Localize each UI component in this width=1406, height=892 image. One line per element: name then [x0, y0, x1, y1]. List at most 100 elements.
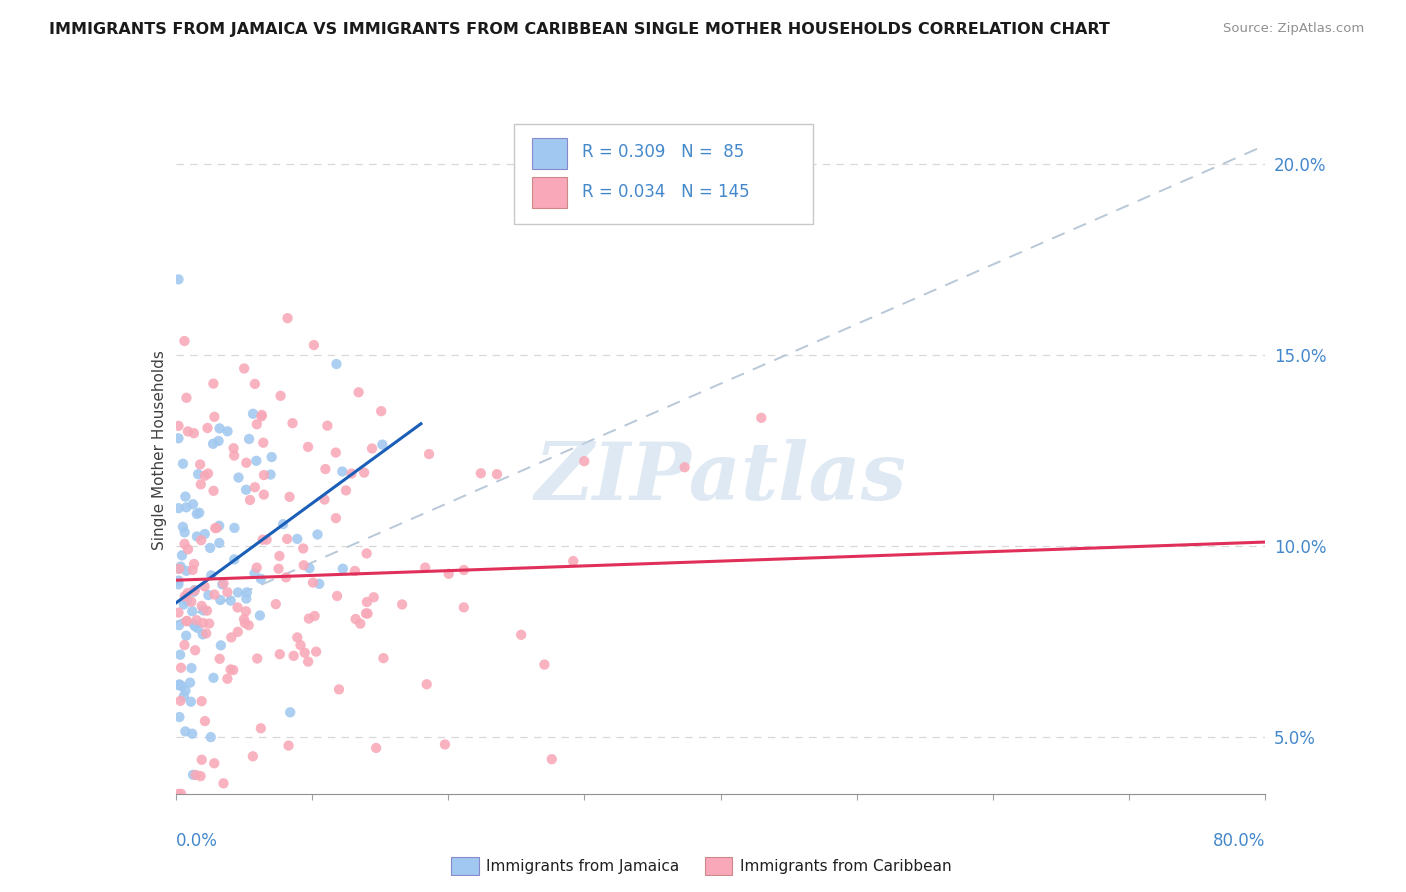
Point — [193, 603, 215, 617]
Y-axis label: Single Mother Households: Single Mother Households — [152, 351, 167, 550]
Point — [173, 537, 195, 551]
Point — [174, 629, 197, 643]
Point — [180, 695, 202, 709]
Point — [314, 462, 336, 476]
Point — [510, 628, 533, 642]
Point — [285, 631, 308, 645]
Point — [253, 468, 276, 483]
Point — [174, 683, 197, 698]
Point — [540, 752, 562, 766]
Point — [167, 678, 190, 692]
Point — [233, 361, 256, 376]
Point — [181, 604, 204, 618]
Point — [485, 467, 508, 482]
Point — [267, 562, 290, 576]
Point — [204, 587, 226, 601]
Point — [184, 583, 207, 598]
Point — [197, 421, 219, 435]
Point — [219, 662, 242, 676]
Point — [250, 409, 273, 424]
Point — [224, 552, 246, 566]
Point — [238, 432, 260, 446]
Point — [340, 467, 363, 481]
Point — [326, 589, 349, 603]
Point — [173, 598, 195, 612]
Point — [184, 619, 207, 633]
Point — [222, 442, 245, 456]
Point — [167, 501, 190, 516]
Point — [297, 440, 319, 454]
Point — [418, 447, 440, 461]
Point — [235, 456, 257, 470]
Point — [233, 612, 256, 626]
Point — [209, 639, 232, 653]
Text: Source: ZipAtlas.com: Source: ZipAtlas.com — [1223, 22, 1364, 36]
Point — [302, 575, 325, 590]
Point — [194, 714, 217, 728]
Text: 80.0%: 80.0% — [1213, 831, 1265, 850]
Point — [356, 546, 378, 560]
Point — [195, 626, 218, 640]
Point — [242, 749, 264, 764]
Point — [186, 621, 208, 635]
Point — [749, 410, 772, 425]
Point — [187, 467, 209, 482]
Point — [285, 532, 308, 546]
Point — [277, 311, 299, 326]
Point — [181, 497, 204, 511]
Point — [236, 585, 259, 599]
Point — [167, 431, 190, 445]
Point — [174, 724, 197, 739]
Point — [433, 738, 456, 752]
Point — [170, 679, 193, 693]
Point — [190, 477, 212, 491]
Point — [292, 558, 315, 573]
Point — [183, 557, 205, 571]
Point — [343, 564, 366, 578]
FancyBboxPatch shape — [531, 138, 567, 169]
Point — [246, 651, 269, 665]
Point — [305, 645, 328, 659]
Point — [172, 457, 194, 471]
Point — [243, 376, 266, 391]
Point — [278, 706, 301, 720]
Point — [202, 409, 225, 424]
Point — [217, 424, 239, 438]
Point — [170, 787, 193, 801]
Text: R = 0.034   N = 145: R = 0.034 N = 145 — [582, 183, 749, 201]
Point — [562, 554, 585, 568]
Point — [177, 542, 200, 557]
Point — [256, 533, 278, 547]
Point — [204, 521, 226, 535]
Point — [253, 488, 276, 502]
Point — [183, 617, 205, 632]
Point — [252, 533, 274, 547]
Point — [181, 727, 204, 741]
Point — [349, 616, 371, 631]
Point — [197, 588, 219, 602]
Point — [191, 615, 214, 630]
Point — [235, 604, 257, 618]
Point — [169, 694, 191, 708]
Point — [184, 643, 207, 657]
Point — [173, 525, 195, 540]
FancyBboxPatch shape — [531, 178, 567, 208]
Point — [252, 435, 274, 450]
Point — [274, 570, 297, 584]
Point — [224, 449, 246, 463]
Point — [186, 507, 208, 521]
Point — [212, 576, 235, 591]
Point — [188, 458, 211, 472]
Point — [366, 740, 388, 755]
Point — [233, 615, 256, 630]
Point — [249, 608, 271, 623]
Point — [167, 577, 190, 591]
Point — [202, 376, 225, 391]
Point — [673, 460, 696, 475]
Point — [205, 521, 228, 535]
Point — [224, 521, 246, 535]
Point — [217, 672, 239, 686]
Point — [212, 776, 235, 790]
Point — [250, 408, 273, 422]
Point — [170, 661, 193, 675]
